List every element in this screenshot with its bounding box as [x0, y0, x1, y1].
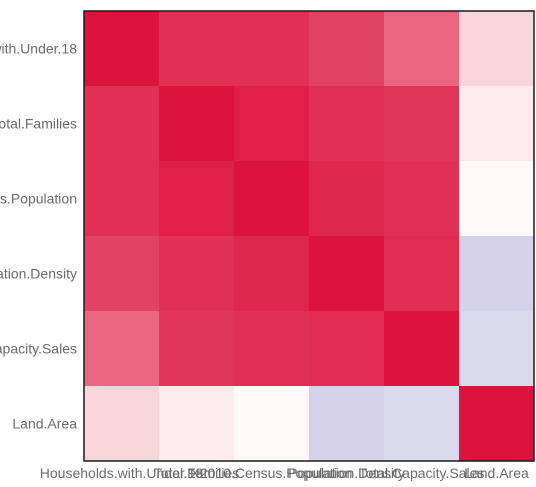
- heatmap-cell: [384, 161, 460, 237]
- heatmap-cell: [384, 386, 460, 462]
- heatmap-cells: [84, 11, 535, 462]
- heatmap-cell: [309, 386, 385, 462]
- heatmap-cell: [384, 11, 460, 87]
- heatmap-cell: [159, 236, 235, 312]
- heatmap-cell: [84, 236, 160, 312]
- heatmap-cell: [384, 86, 460, 162]
- x-tick-label: Total.Families: [154, 465, 240, 481]
- heatmap-cell: [159, 311, 235, 387]
- heatmap-cell: [459, 86, 535, 162]
- heatmap-cell: [309, 311, 385, 387]
- heatmap-cell: [234, 86, 310, 162]
- x-tick-label: Total.Capacity.Sales: [359, 465, 485, 481]
- y-tick-label: X2010.Census.Population: [0, 191, 77, 207]
- y-tick-label: Total.Capacity.Sales: [0, 341, 77, 357]
- x-tick-label: Households.with.Under.18: [40, 465, 204, 481]
- y-axis-tick-labels: Households.with.Under.18 Total.Families X2…: [0, 41, 77, 432]
- heatmap-cell: [309, 86, 385, 162]
- heatmap-cell: [84, 161, 160, 237]
- heatmap-cell: [459, 311, 535, 387]
- heatmap-cell: [309, 161, 385, 237]
- x-tick-label: X2010.Census.Population: [191, 465, 353, 481]
- heatmap-cell: [84, 86, 160, 162]
- y-tick-label: Total.Families: [0, 116, 77, 132]
- heatmap-cell: [159, 386, 235, 462]
- heatmap-cell: [384, 311, 460, 387]
- heatmap-cell: [159, 11, 235, 87]
- heatmap-cell: [459, 236, 535, 312]
- y-tick-label: Households.with.Under.18: [0, 41, 77, 57]
- heatmap-cell: [234, 386, 310, 462]
- heatmap-cell: [234, 11, 310, 87]
- plot-frame: [83, 10, 535, 462]
- heatmap-cell: [459, 161, 535, 237]
- heatmap-cell: [384, 236, 460, 312]
- x-tick-label: Population.Density: [288, 465, 405, 481]
- heatmap-cell: [159, 161, 235, 237]
- heatmap-cell: [159, 86, 235, 162]
- x-tick-label: Land.Area: [464, 465, 529, 481]
- heatmap-cell: [309, 11, 385, 87]
- heatmap-cell: [234, 311, 310, 387]
- y-tick-label: Population.Density: [0, 266, 77, 282]
- heatmap-cell: [234, 236, 310, 312]
- heatmap-cell: [84, 386, 160, 462]
- heatmap-cell: [459, 386, 535, 462]
- heatmap-cell: [459, 11, 535, 87]
- y-tick-label: Land.Area: [12, 416, 77, 432]
- heatmap-cell: [84, 311, 160, 387]
- x-axis-tick-labels: Households.with.Under.18Total.FamiliesX2…: [40, 465, 529, 481]
- heatmap-cell: [234, 161, 310, 237]
- heatmap-cell: [309, 236, 385, 312]
- heatmap-cell: [84, 11, 160, 87]
